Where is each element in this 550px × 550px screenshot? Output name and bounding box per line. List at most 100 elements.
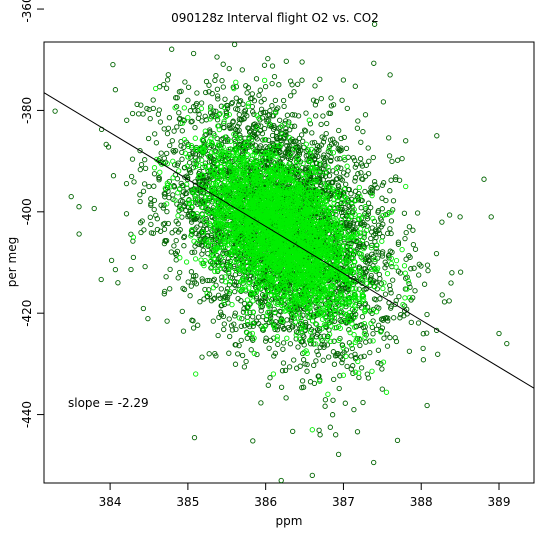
- data-point-dark: [393, 297, 399, 304]
- data-point-light: [344, 163, 350, 169]
- data-point-dark: [211, 113, 217, 120]
- data-point-dark: [167, 266, 173, 273]
- data-point-dark: [354, 193, 360, 200]
- data-point-dark: [199, 118, 205, 124]
- data-point-dark: [388, 177, 394, 183]
- data-point-dark: [282, 118, 289, 124]
- data-point-dark: [372, 182, 378, 188]
- data-point-dark: [188, 154, 194, 160]
- data-point-dark: [249, 91, 255, 97]
- data-point-dark: [295, 344, 301, 350]
- data-point-dark: [174, 176, 181, 182]
- data-point-light: [208, 136, 214, 142]
- data-point-dark: [250, 438, 256, 444]
- data-point-dark: [280, 346, 286, 352]
- data-point-dark: [167, 286, 173, 292]
- data-point-dark: [223, 110, 230, 116]
- data-point-dark: [206, 89, 212, 95]
- data-point-dark: [243, 83, 249, 89]
- data-point-dark: [330, 102, 337, 108]
- data-point-light: [237, 287, 243, 293]
- data-point-dark: [416, 261, 422, 267]
- data-point-dark: [247, 277, 253, 283]
- data-point-dark: [347, 220, 354, 226]
- data-point-dark: [161, 226, 168, 232]
- data-point-light: [164, 201, 170, 207]
- data-point-dark: [416, 272, 422, 278]
- data-point-dark: [392, 335, 398, 341]
- data-point-dark: [162, 220, 168, 227]
- data-point-dark: [161, 155, 167, 161]
- data-point-dark: [158, 150, 164, 156]
- data-point-dark: [221, 321, 227, 327]
- data-point-dark: [258, 400, 264, 406]
- data-point-dark: [193, 102, 199, 108]
- data-point-dark: [320, 113, 326, 119]
- data-point-dark: [360, 128, 366, 135]
- data-point-dark: [208, 298, 215, 304]
- data-point-dark: [379, 366, 385, 372]
- data-point-dark: [218, 103, 225, 109]
- data-point-dark: [181, 144, 187, 150]
- data-point-light: [209, 264, 215, 270]
- data-point-light: [158, 161, 165, 167]
- data-point-light: [378, 329, 384, 335]
- data-point-dark: [324, 342, 331, 348]
- data-point-dark: [386, 135, 392, 141]
- data-point-dark: [312, 83, 318, 89]
- data-point-dark: [161, 291, 167, 297]
- data-point-dark: [371, 218, 378, 225]
- data-point-dark: [251, 111, 257, 117]
- data-point-dark: [388, 230, 394, 237]
- data-point-light: [351, 332, 357, 338]
- data-point-dark: [151, 183, 157, 189]
- data-point-dark: [163, 238, 170, 244]
- data-point-dark: [236, 98, 243, 105]
- data-point-dark: [358, 139, 364, 145]
- data-point-dark: [292, 112, 298, 118]
- data-point-light: [252, 186, 258, 193]
- data-point-dark: [91, 205, 97, 212]
- data-point-dark: [214, 54, 220, 60]
- data-point-dark: [420, 331, 426, 337]
- data-point-dark: [313, 113, 319, 119]
- data-point-dark: [424, 402, 430, 409]
- data-point-dark: [352, 83, 358, 89]
- data-point-light: [345, 210, 351, 216]
- data-point-dark: [157, 228, 164, 234]
- data-point-dark: [271, 306, 277, 313]
- data-point-dark: [228, 100, 235, 107]
- data-point-dark: [145, 315, 151, 322]
- data-point-light: [293, 332, 299, 338]
- data-point-dark: [186, 213, 193, 219]
- data-point-dark: [161, 191, 167, 197]
- data-point-dark: [300, 384, 307, 390]
- data-point-dark: [392, 301, 398, 307]
- data-point-dark: [244, 314, 250, 320]
- data-point-dark: [375, 360, 381, 366]
- data-point-dark: [337, 373, 343, 379]
- data-point-dark: [313, 98, 320, 105]
- data-point-dark: [244, 90, 250, 96]
- data-point-dark: [397, 270, 404, 276]
- data-point-dark: [406, 348, 413, 354]
- data-point-dark: [171, 183, 177, 189]
- data-point-dark: [346, 203, 352, 209]
- data-point-light: [294, 169, 301, 176]
- data-point-light: [153, 85, 159, 92]
- data-point-dark: [171, 128, 177, 134]
- data-point-dark: [142, 157, 148, 163]
- data-point-dark: [207, 104, 214, 110]
- data-point-dark: [293, 336, 299, 342]
- data-point-dark: [319, 134, 325, 140]
- data-point-dark: [390, 198, 397, 204]
- data-point-dark: [169, 46, 175, 52]
- data-point-dark: [188, 269, 195, 275]
- data-point-dark: [326, 173, 333, 179]
- data-point-dark: [375, 347, 382, 353]
- data-point-dark: [401, 210, 408, 216]
- data-point-dark: [214, 93, 221, 99]
- data-point-dark: [193, 155, 199, 161]
- data-point-dark: [341, 134, 347, 141]
- data-point-dark: [346, 327, 352, 333]
